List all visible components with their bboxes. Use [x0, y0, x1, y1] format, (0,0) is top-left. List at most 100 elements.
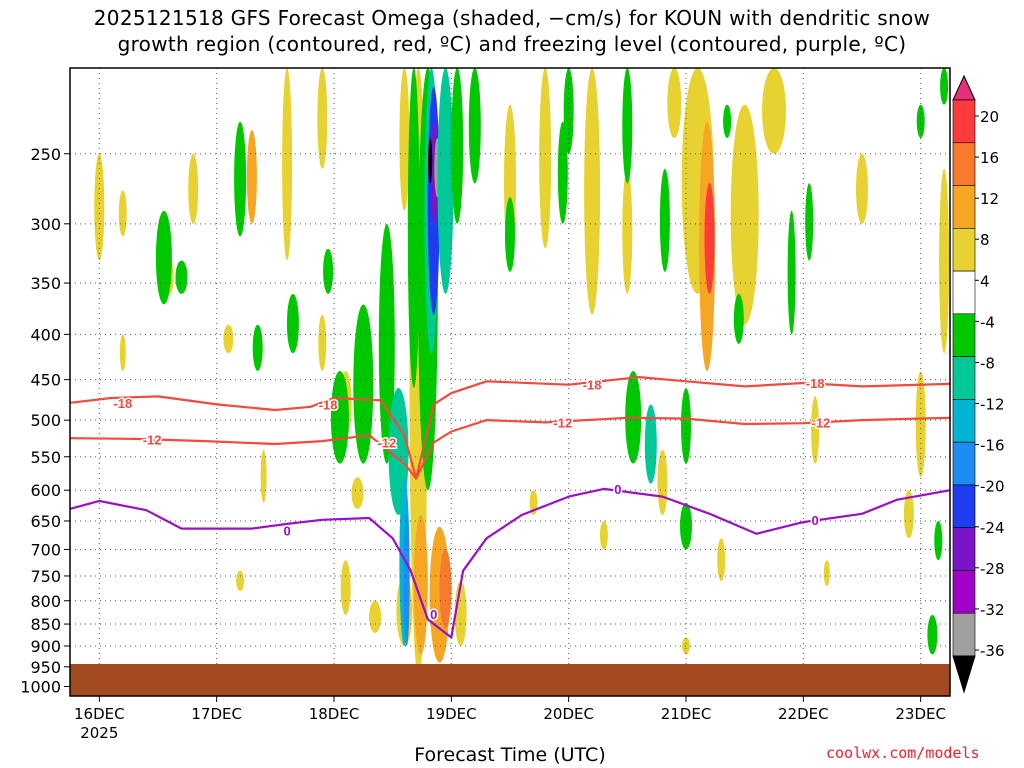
omega-cell: [428, 138, 433, 184]
omega-cell: [681, 388, 691, 464]
omega-cell: [733, 293, 744, 344]
omega-cell: [717, 538, 726, 582]
omega-cell: [353, 304, 374, 464]
omega-cell: [823, 560, 830, 587]
x-tick-label: 19DEC: [426, 705, 477, 723]
omega-cell: [805, 183, 814, 261]
omega-cell: [286, 293, 299, 354]
omega-cell: [644, 404, 657, 484]
y-tick-label: 400: [30, 325, 61, 344]
omega-cell: [323, 248, 334, 294]
omega-cell: [437, 68, 454, 294]
credit-link[interactable]: coolwx.com/models: [826, 744, 980, 762]
colorbar-segment: [952, 484, 976, 528]
colorbar-label: -28: [980, 560, 1005, 578]
omega-cell: [246, 130, 257, 224]
colorbar-label: 12: [980, 190, 999, 208]
colorbar-segment: [952, 142, 976, 186]
x-tick-label: 16DEC: [74, 705, 125, 723]
colorbar-segment: [952, 313, 976, 357]
omega-cell: [399, 68, 410, 211]
colorbar-label: 4: [980, 272, 990, 290]
colorbar-segment: [952, 570, 976, 614]
contour-line: [70, 487, 950, 639]
omega-cell: [927, 614, 938, 655]
contour-label: -12: [553, 415, 572, 430]
omega-cell: [557, 121, 568, 224]
contour-lines: -18 -18 -18 -18 -12 -12 -12 -12 0 0 0 0: [70, 375, 950, 639]
omega-cell: [539, 68, 552, 249]
omega-cell: [584, 68, 601, 315]
colorbar-label: -8: [980, 355, 995, 373]
contour-label: -18: [583, 378, 602, 393]
omega-cell: [505, 197, 515, 272]
y-tick-label: 550: [30, 448, 61, 467]
contour-label: 0: [811, 513, 818, 528]
chart-title-line2: growth region (contoured, red, ºC) and f…: [117, 32, 907, 56]
y-tick-label: 800: [30, 592, 61, 611]
omega-cell: [934, 520, 943, 561]
colorbar-segment: [952, 399, 976, 443]
omega-cell: [330, 371, 349, 464]
colorbar-segment: [952, 356, 976, 400]
y-tick-label: 950: [30, 658, 61, 677]
contour-label: -12: [812, 415, 831, 430]
colorbar-segment: [952, 612, 976, 657]
omega-cell: [762, 68, 786, 154]
y-tick-label: 750: [30, 567, 61, 586]
contour-line: [70, 376, 950, 480]
x-tick-label: 21DEC: [661, 705, 712, 723]
omega-cell: [659, 168, 670, 272]
omega-cell: [940, 68, 949, 105]
omega-cell: [252, 324, 263, 371]
omega-cell: [915, 371, 926, 478]
ground-terrain: [70, 664, 950, 696]
colorbar-label: -20: [980, 478, 1005, 496]
omega-cell: [667, 68, 682, 138]
y-tick-label: 650: [30, 512, 61, 531]
omega-cell: [451, 68, 464, 224]
colorbar-label: -16: [980, 437, 1005, 455]
colorbar: 20 16 12 8 4 -4 -8 -12 -16 -20 -24 -28 -32 -36: [952, 74, 1005, 694]
colorbar-segment: [952, 185, 976, 229]
omega-cell: [317, 68, 328, 169]
omega-cell: [369, 600, 382, 634]
colorbar-segment: [952, 441, 976, 486]
x-tick-year: 2025: [80, 724, 118, 742]
y-tick-label: 700: [30, 540, 61, 559]
y-tick-label: 850: [30, 615, 61, 634]
contour-label: -18: [319, 397, 338, 412]
omega-cell: [223, 324, 234, 354]
x-tick-label: 18DEC: [309, 705, 360, 723]
colorbar-top-arrow: [952, 74, 976, 101]
omega-cell: [622, 168, 633, 294]
omega-cell: [704, 183, 715, 294]
omega-cell: [787, 210, 796, 335]
omega-cell: [622, 68, 633, 184]
colorbar-label: -12: [980, 396, 1005, 414]
colorbar-segment: [952, 270, 976, 315]
contour-line: [70, 416, 950, 480]
omega-cell: [94, 153, 105, 261]
y-tick-label: 350: [30, 274, 61, 293]
x-tick-label: 20DEC: [543, 705, 594, 723]
x-tick-label: 22DEC: [778, 705, 829, 723]
colorbar-segment: [952, 527, 976, 571]
y-tick-label: 600: [30, 481, 61, 500]
colorbar-label: 20: [980, 108, 999, 126]
omega-cell: [340, 560, 351, 615]
colorbar-label: -4: [980, 313, 995, 331]
omega-cell: [188, 153, 199, 224]
omega-cell: [260, 449, 267, 503]
x-axis-label: Forecast Time (UTC): [414, 744, 606, 766]
contour-label: -18: [806, 376, 825, 391]
colorbar-label: -32: [980, 601, 1005, 619]
omega-cell: [680, 502, 692, 550]
colorbar-label: -36: [980, 642, 1005, 660]
x-axis: 16DEC 17DEC 18DEC 19DEC 20DEC 21DEC 22DEC 23DEC…: [74, 696, 946, 742]
contour-label: 0: [283, 523, 290, 538]
omega-cell: [811, 396, 820, 464]
colorbar-segment: [952, 99, 976, 144]
omega-cell: [916, 104, 925, 138]
